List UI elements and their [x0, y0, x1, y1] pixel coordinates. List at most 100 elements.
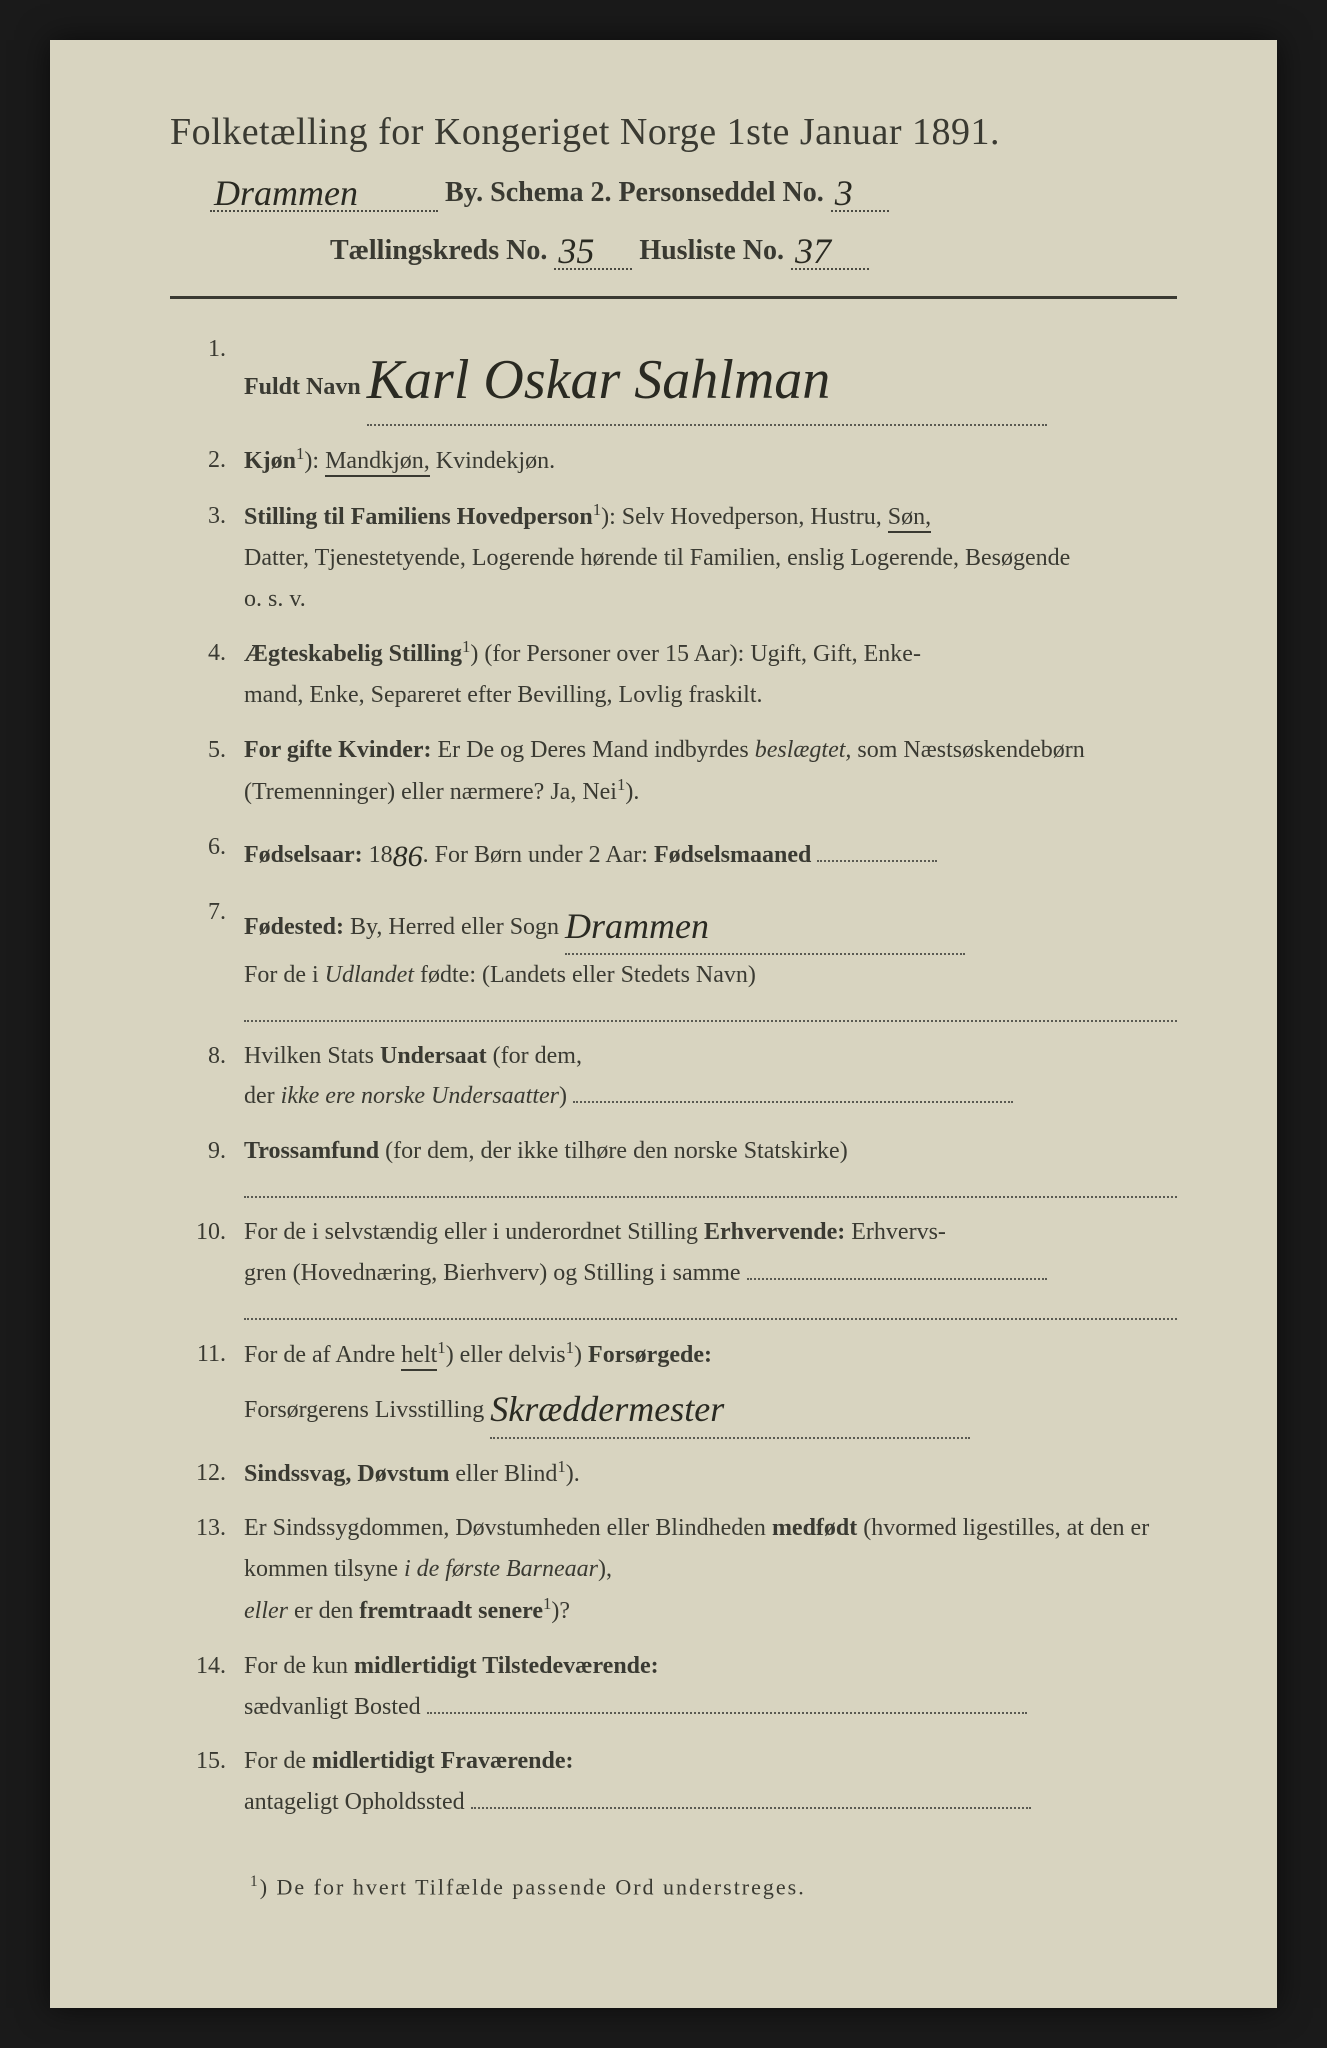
- line1b: Erhvervs-: [845, 1219, 946, 1245]
- line2b: ): [559, 1083, 567, 1109]
- header-line-city: Drammen By. Schema 2. Personseddel No. 3: [170, 168, 1177, 212]
- line1c: ): [574, 1342, 588, 1368]
- line1-a: ): Selv Hovedperson, Hustru,: [601, 504, 888, 530]
- footnote-text: ) De for hvert Tilfælde passende Ord und…: [260, 1874, 806, 1899]
- entry-num: 10.: [170, 1212, 244, 1253]
- kreds-no: 35: [558, 231, 594, 271]
- entry-content: For de af Andre helt1) eller delvis1) Fo…: [244, 1334, 1177, 1439]
- entry-15: 15. For de midlertidigt Fraværende: anta…: [170, 1741, 1177, 1823]
- entries-list: 1. Fuldt Navn Karl Oskar Sahlman 2. Kjøn…: [170, 329, 1177, 1823]
- line3: o. s. v.: [244, 586, 306, 612]
- label: Kjøn: [244, 448, 296, 474]
- entry-num: 8.: [170, 1036, 244, 1077]
- line2b: fødte: (Landets eller Stedets Navn): [414, 962, 756, 988]
- usual-residence-field: [427, 1712, 1027, 1714]
- kreds-label: Tællingskreds No.: [330, 235, 547, 266]
- italic1: Udlandet: [325, 962, 414, 988]
- entry-num: 15.: [170, 1741, 244, 1782]
- line2: antageligt Opholdssted: [244, 1789, 465, 1815]
- entry-num: 3.: [170, 496, 244, 537]
- entry-content: Sindssvag, Døvstum eller Blind1).: [244, 1453, 1177, 1495]
- birthplace-hand: Drammen: [565, 906, 709, 946]
- label-suffix: ):: [304, 448, 325, 474]
- italic1: i de første Barneaar: [404, 1556, 598, 1582]
- label: Fødested:: [244, 914, 344, 940]
- line1a: For de kun: [244, 1653, 354, 1679]
- kreds-no-field: 35: [554, 226, 632, 270]
- label: Fødselsaar:: [244, 842, 363, 868]
- label: Undersaat: [380, 1043, 487, 1069]
- rest1: ) (for Personer over 15 Aar): Ugift, Gif…: [470, 641, 921, 667]
- line1a: Er Sindssygdommen, Døvstumheden eller Bl…: [244, 1515, 772, 1541]
- line1a: For de: [244, 1748, 312, 1774]
- entry-5: 5. For gifte Kvinder: Er De og Deres Man…: [170, 730, 1177, 813]
- page-frame: Folketælling for Kongeriget Norge 1ste J…: [0, 0, 1327, 2048]
- line1a: Hvilken Stats: [244, 1043, 380, 1069]
- foreign-birthplace-line: [244, 1000, 1177, 1022]
- bold1: midlertidigt Fraværende:: [312, 1748, 574, 1774]
- label: Ægteskabelig Stilling: [244, 641, 462, 667]
- city-label-print: By. Schema 2. Personseddel No.: [445, 177, 824, 208]
- entry-6: 6. Fødselsaar: 1886. For Børn under 2 Aa…: [170, 827, 1177, 878]
- label: Trossamfund: [244, 1138, 379, 1164]
- label: Stilling til Familiens Hovedperson: [244, 504, 593, 530]
- label: Fuldt Navn: [244, 374, 361, 400]
- entry-content: For gifte Kvinder: Er De og Deres Mand i…: [244, 730, 1177, 813]
- entry-num: 2.: [170, 440, 244, 481]
- bold1: midlertidigt Tilstedeværende:: [354, 1653, 659, 1679]
- husliste-label: Husliste No.: [639, 235, 784, 266]
- birth-month-field: [817, 860, 937, 862]
- rest3: ).: [625, 779, 639, 805]
- city-handwritten: Drammen: [214, 173, 358, 213]
- bold2: fremtraadt senere: [359, 1598, 543, 1624]
- entry-8: 8. Hvilken Stats Undersaat (for dem, der…: [170, 1036, 1177, 1118]
- entry-num: 7.: [170, 892, 244, 933]
- entry-num: 11.: [170, 1334, 244, 1375]
- line1a: For de i selvstændig eller i underordnet…: [244, 1219, 704, 1245]
- header-rule: [170, 296, 1177, 299]
- entry-14: 14. For de kun midlertidigt Tilstedevære…: [170, 1646, 1177, 1728]
- sup2: 1: [566, 1338, 574, 1357]
- name-field: Karl Oskar Sahlman: [367, 329, 1047, 426]
- census-form: Folketælling for Kongeriget Norge 1ste J…: [50, 40, 1277, 2008]
- current-location-field: [471, 1807, 1031, 1809]
- line1a: For de af Andre: [244, 1342, 401, 1368]
- line2a: For de i: [244, 962, 325, 988]
- year-prefix: 18: [363, 842, 393, 868]
- entry-content: Stilling til Familiens Hovedperson1): Se…: [244, 496, 1177, 619]
- birthplace-field: Drammen: [565, 892, 965, 955]
- line1b: (for dem,: [487, 1043, 582, 1069]
- entry-4: 4. Ægteskabelig Stilling1) (for Personer…: [170, 633, 1177, 716]
- entry-9: 9. Trossamfund (for dem, der ikke tilhør…: [170, 1131, 1177, 1198]
- form-header: Folketælling for Kongeriget Norge 1ste J…: [170, 110, 1177, 270]
- city-field: Drammen: [210, 168, 438, 212]
- full-name-hand: Karl Oskar Sahlman: [367, 349, 831, 411]
- entry-num: 12.: [170, 1453, 244, 1494]
- label-b: Fødselsmaaned: [654, 842, 811, 868]
- entry-content: For de kun midlertidigt Tilstedeværende:…: [244, 1646, 1177, 1728]
- entry-num: 9.: [170, 1131, 244, 1172]
- sup: 1: [557, 1457, 565, 1476]
- rest-a: . For Børn under 2 Aar:: [423, 842, 654, 868]
- entry-13: 13. Er Sindssygdommen, Døvstumheden elle…: [170, 1508, 1177, 1631]
- sex-rest: Kvindekjøn.: [436, 448, 555, 474]
- birth-year-hand: 86: [393, 840, 423, 873]
- entry-content: Fødested: By, Herred eller Sogn Drammen …: [244, 892, 1177, 1022]
- line1c: ),: [598, 1556, 612, 1582]
- bold1: medfødt: [772, 1515, 857, 1541]
- entry-12: 12. Sindssvag, Døvstum eller Blind1).: [170, 1453, 1177, 1495]
- footnote-sup: 1: [250, 1873, 260, 1890]
- husliste-no-field: 37: [791, 226, 869, 270]
- line2b: er den: [288, 1598, 359, 1624]
- entry-content: Kjøn1): Mandkjøn, Kvindekjøn.: [244, 440, 1177, 482]
- entry-1: 1. Fuldt Navn Karl Oskar Sahlman: [170, 329, 1177, 426]
- provider-field: Skræddermester: [490, 1375, 970, 1438]
- citizenship-field: [573, 1101, 1013, 1103]
- label: Erhvervende:: [704, 1219, 845, 1245]
- line2: Datter, Tjenestetyende, Logerende hørend…: [244, 545, 1070, 571]
- italic1: ikke ere norske Undersaatter: [281, 1083, 559, 1109]
- entry-num: 1.: [170, 329, 244, 370]
- entry-content: Trossamfund (for dem, der ikke tilhøre d…: [244, 1131, 1177, 1198]
- entry-num: 6.: [170, 827, 244, 868]
- form-title: Folketælling for Kongeriget Norge 1ste J…: [170, 110, 1177, 154]
